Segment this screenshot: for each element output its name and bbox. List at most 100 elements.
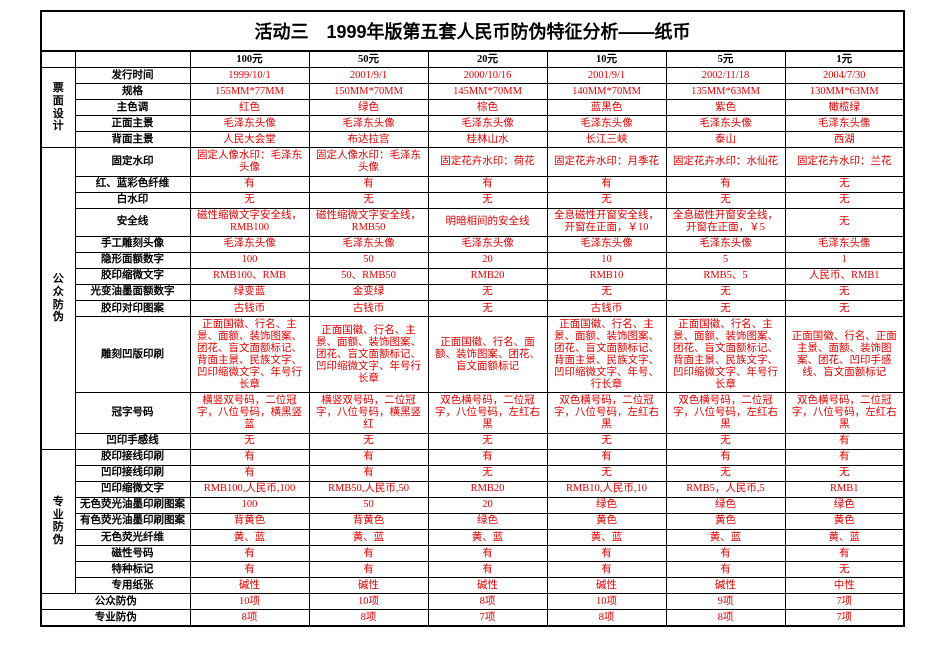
row-label: 凹印手感线 bbox=[75, 433, 190, 449]
summary-label: 公众防伪 bbox=[41, 594, 190, 610]
table-cell: 有 bbox=[190, 449, 309, 465]
table-cell: 有 bbox=[785, 433, 904, 449]
table-cell: 全息磁性开窗安全线，开窗在正面，￥5 bbox=[666, 208, 785, 236]
table-cell: 毛泽东头像 bbox=[547, 116, 666, 132]
row-label: 专用纸张 bbox=[75, 578, 190, 594]
table-cell: 无 bbox=[190, 433, 309, 449]
table-cell: 有 bbox=[309, 449, 428, 465]
table-cell: 130MM*63MM bbox=[785, 84, 904, 100]
table-cell: 双色横号码，二位冠字，八位号码，左红右黑 bbox=[785, 393, 904, 433]
table-cell: 正面国徽、行名、面额、装饰图案、团花、盲文面额标记 bbox=[428, 317, 547, 393]
row-label: 凹印接线印刷 bbox=[75, 465, 190, 481]
table-cell: 紫色 bbox=[666, 100, 785, 116]
table-cell: 20 bbox=[428, 497, 547, 513]
table-cell: 7项 bbox=[428, 610, 547, 627]
table-cell: 有 bbox=[428, 449, 547, 465]
table-cell: 固定花卉水印：水仙花 bbox=[666, 148, 785, 176]
row-label: 正面主景 bbox=[75, 116, 190, 132]
table-cell: 古钱币 bbox=[190, 301, 309, 317]
table-cell: 中性 bbox=[785, 578, 904, 594]
table-cell: 横竖双号码，二位冠字，八位号码，横黑竖蓝 bbox=[190, 393, 309, 433]
table-cell: 毛泽东头像 bbox=[309, 236, 428, 252]
table-cell: 布达拉宫 bbox=[309, 132, 428, 148]
table-cell: 8项 bbox=[666, 610, 785, 627]
table-cell: 有 bbox=[309, 176, 428, 192]
table-cell: 正面国徽、行名、主景、面额、装饰图案、团花、盲文面额标记、背面主景、民族文字、凹… bbox=[190, 317, 309, 393]
table-cell: 无 bbox=[428, 433, 547, 449]
table-cell: 1999/10/1 bbox=[190, 68, 309, 84]
table-cell: 毛泽东头像 bbox=[785, 116, 904, 132]
table-cell: 毛泽东头像 bbox=[666, 116, 785, 132]
col-header: 10元 bbox=[547, 51, 666, 68]
table-cell: 全息磁性开窗安全线，开窗在正面，￥10 bbox=[547, 208, 666, 236]
table-cell: 绿变蓝 bbox=[190, 284, 309, 300]
table-cell: RMB10,人民币,10 bbox=[547, 481, 666, 497]
row-label: 无色荧光纤维 bbox=[75, 530, 190, 546]
table-cell: 2000/10/16 bbox=[428, 68, 547, 84]
table-cell: 9项 bbox=[666, 594, 785, 610]
table-cell: 无 bbox=[785, 301, 904, 317]
row-label: 雕刻凹版印刷 bbox=[75, 317, 190, 393]
table-cell: RMB10 bbox=[547, 268, 666, 284]
section-label-design: 票面设计 bbox=[41, 68, 75, 148]
table-cell: 绿色 bbox=[666, 497, 785, 513]
table-cell: 毛泽东头像 bbox=[190, 236, 309, 252]
table-cell: 固定人像水印：毛泽东头像 bbox=[309, 148, 428, 176]
table-cell: 无 bbox=[785, 208, 904, 236]
table-cell: 无 bbox=[309, 192, 428, 208]
table-cell: 有 bbox=[666, 176, 785, 192]
row-label: 红、蓝彩色纤维 bbox=[75, 176, 190, 192]
table-cell: 无 bbox=[428, 465, 547, 481]
table-cell: 1 bbox=[785, 252, 904, 268]
table-cell: 50 bbox=[309, 497, 428, 513]
table-cell: RMB20 bbox=[428, 481, 547, 497]
table-cell: 无 bbox=[428, 192, 547, 208]
table-cell: 古钱币 bbox=[309, 301, 428, 317]
table-cell: 红色 bbox=[190, 100, 309, 116]
table-cell: 无 bbox=[428, 284, 547, 300]
table-cell: RMB20 bbox=[428, 268, 547, 284]
row-label: 无色荧光油墨印刷图案 bbox=[75, 497, 190, 513]
table-cell: 明暗相间的安全线 bbox=[428, 208, 547, 236]
table-cell: 有 bbox=[428, 546, 547, 562]
table-cell: 横竖双号码，二位冠字，八位号码，横黑竖红 bbox=[309, 393, 428, 433]
table-cell: 西湖 bbox=[785, 132, 904, 148]
table-cell: 20 bbox=[428, 252, 547, 268]
row-label: 冠字号码 bbox=[75, 393, 190, 433]
row-label: 规格 bbox=[75, 84, 190, 100]
table-cell: 7项 bbox=[785, 610, 904, 627]
page-title: 活动三 1999年版第五套人民币防伪特征分析——纸币 bbox=[40, 10, 905, 50]
col-header: 100元 bbox=[190, 51, 309, 68]
table-cell: 黄色 bbox=[785, 513, 904, 529]
table-cell: RMB5，人民币,5 bbox=[666, 481, 785, 497]
table-cell: 泰山 bbox=[666, 132, 785, 148]
row-label: 隐形面额数字 bbox=[75, 252, 190, 268]
table-cell: RMB50,人民币,50 bbox=[309, 481, 428, 497]
table-cell: 无 bbox=[785, 284, 904, 300]
section-label-pro: 专业防伪 bbox=[41, 449, 75, 594]
table-cell: 有 bbox=[666, 546, 785, 562]
table-cell: 10项 bbox=[309, 594, 428, 610]
row-label: 白水印 bbox=[75, 192, 190, 208]
table-cell: 棕色 bbox=[428, 100, 547, 116]
table-cell: 155MM*77MM bbox=[190, 84, 309, 100]
row-label: 胶印缩微文字 bbox=[75, 268, 190, 284]
row-label: 凹印缩微文字 bbox=[75, 481, 190, 497]
col-header: 20元 bbox=[428, 51, 547, 68]
table-cell: 有 bbox=[309, 562, 428, 578]
table-cell: 固定花卉水印：月季花 bbox=[547, 148, 666, 176]
table-cell: 有 bbox=[190, 546, 309, 562]
table-cell: 有 bbox=[547, 449, 666, 465]
table-cell: 黄、蓝 bbox=[547, 530, 666, 546]
table-cell: 古钱币 bbox=[547, 301, 666, 317]
summary-label: 专业防伪 bbox=[41, 610, 190, 627]
table-cell: 无 bbox=[666, 192, 785, 208]
col-header: 1元 bbox=[785, 51, 904, 68]
table-cell: 长江三峡 bbox=[547, 132, 666, 148]
table-cell: 有 bbox=[428, 562, 547, 578]
table-cell: 橄榄绿 bbox=[785, 100, 904, 116]
table-cell: 碱性 bbox=[190, 578, 309, 594]
table-cell: 有 bbox=[785, 449, 904, 465]
section-label-public: 公众防伪 bbox=[41, 148, 75, 449]
table-cell: 黄色 bbox=[666, 513, 785, 529]
